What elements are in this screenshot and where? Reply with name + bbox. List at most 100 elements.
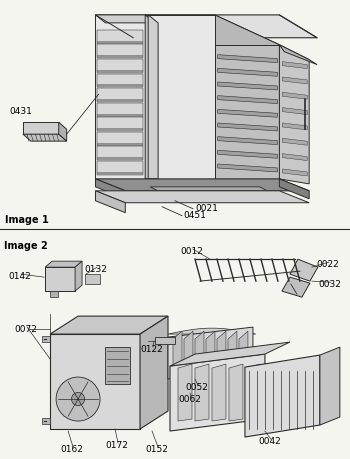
Polygon shape xyxy=(218,150,277,158)
Polygon shape xyxy=(145,15,155,179)
Text: 0162: 0162 xyxy=(60,444,83,453)
Polygon shape xyxy=(98,42,143,44)
Polygon shape xyxy=(184,331,193,371)
Polygon shape xyxy=(218,164,277,172)
Polygon shape xyxy=(218,55,277,62)
Polygon shape xyxy=(215,15,279,179)
Polygon shape xyxy=(98,161,143,173)
Polygon shape xyxy=(282,154,307,161)
Text: 0122: 0122 xyxy=(140,345,163,353)
Polygon shape xyxy=(42,336,50,342)
Polygon shape xyxy=(50,334,140,429)
Polygon shape xyxy=(206,331,215,371)
Polygon shape xyxy=(23,122,59,134)
Polygon shape xyxy=(218,82,277,90)
Polygon shape xyxy=(245,355,320,437)
Polygon shape xyxy=(98,117,143,129)
Polygon shape xyxy=(59,122,66,141)
Polygon shape xyxy=(168,327,253,379)
Text: 0142: 0142 xyxy=(8,272,31,280)
Text: 0172: 0172 xyxy=(105,441,128,449)
Polygon shape xyxy=(282,123,307,130)
Polygon shape xyxy=(170,354,265,431)
Polygon shape xyxy=(178,364,192,421)
Polygon shape xyxy=(96,15,317,38)
Text: 0012: 0012 xyxy=(180,246,203,256)
Polygon shape xyxy=(218,109,277,117)
Text: 0132: 0132 xyxy=(84,265,107,274)
Polygon shape xyxy=(75,261,82,291)
Polygon shape xyxy=(195,331,204,371)
Polygon shape xyxy=(140,316,168,429)
Polygon shape xyxy=(228,331,237,371)
Text: 0052: 0052 xyxy=(185,382,208,392)
Polygon shape xyxy=(98,158,143,160)
Polygon shape xyxy=(239,331,248,371)
Polygon shape xyxy=(173,331,182,371)
Polygon shape xyxy=(155,337,175,344)
Polygon shape xyxy=(218,95,277,104)
Polygon shape xyxy=(195,364,209,421)
Text: Image 2: Image 2 xyxy=(4,241,48,251)
Polygon shape xyxy=(50,291,58,297)
Text: 0431: 0431 xyxy=(9,107,32,116)
Polygon shape xyxy=(98,132,143,144)
Polygon shape xyxy=(218,123,277,131)
Polygon shape xyxy=(98,85,143,88)
Polygon shape xyxy=(98,56,143,58)
Polygon shape xyxy=(212,364,226,421)
Polygon shape xyxy=(45,267,75,291)
Polygon shape xyxy=(282,277,310,297)
Polygon shape xyxy=(98,115,143,117)
Polygon shape xyxy=(145,15,279,45)
Polygon shape xyxy=(246,364,260,421)
Polygon shape xyxy=(170,342,290,366)
Text: 0451: 0451 xyxy=(183,211,206,220)
Polygon shape xyxy=(215,45,279,179)
Polygon shape xyxy=(218,137,277,145)
Polygon shape xyxy=(45,261,82,267)
Polygon shape xyxy=(145,15,215,179)
Polygon shape xyxy=(217,331,226,371)
Text: 0042: 0042 xyxy=(258,437,281,446)
Polygon shape xyxy=(98,100,143,102)
Polygon shape xyxy=(96,179,125,199)
Polygon shape xyxy=(50,316,168,334)
Polygon shape xyxy=(282,138,307,145)
Text: 0021: 0021 xyxy=(195,204,218,213)
Text: 0062: 0062 xyxy=(178,395,201,403)
Polygon shape xyxy=(96,191,309,203)
Circle shape xyxy=(71,392,85,406)
Polygon shape xyxy=(96,191,125,213)
Polygon shape xyxy=(282,107,307,115)
Text: 0032: 0032 xyxy=(318,280,341,289)
Polygon shape xyxy=(282,62,307,68)
Text: Image 1: Image 1 xyxy=(5,215,49,224)
Polygon shape xyxy=(23,134,66,141)
Polygon shape xyxy=(320,347,340,425)
Polygon shape xyxy=(279,179,309,199)
Polygon shape xyxy=(229,364,243,421)
Text: 0072: 0072 xyxy=(14,325,37,334)
Text: 0152: 0152 xyxy=(145,444,168,453)
Polygon shape xyxy=(85,274,100,284)
Polygon shape xyxy=(96,179,309,191)
Polygon shape xyxy=(282,77,307,84)
Polygon shape xyxy=(98,45,143,56)
Polygon shape xyxy=(105,347,130,384)
Polygon shape xyxy=(96,15,155,23)
Polygon shape xyxy=(98,71,143,73)
Polygon shape xyxy=(98,30,143,42)
Polygon shape xyxy=(150,187,267,191)
Polygon shape xyxy=(282,92,307,99)
Text: 0022: 0022 xyxy=(316,260,339,269)
Polygon shape xyxy=(96,15,145,179)
Polygon shape xyxy=(98,73,143,85)
Polygon shape xyxy=(42,418,50,424)
Polygon shape xyxy=(98,173,143,175)
Polygon shape xyxy=(98,144,143,146)
Polygon shape xyxy=(98,88,143,100)
Polygon shape xyxy=(279,45,317,65)
Polygon shape xyxy=(98,59,143,71)
Polygon shape xyxy=(282,169,307,176)
